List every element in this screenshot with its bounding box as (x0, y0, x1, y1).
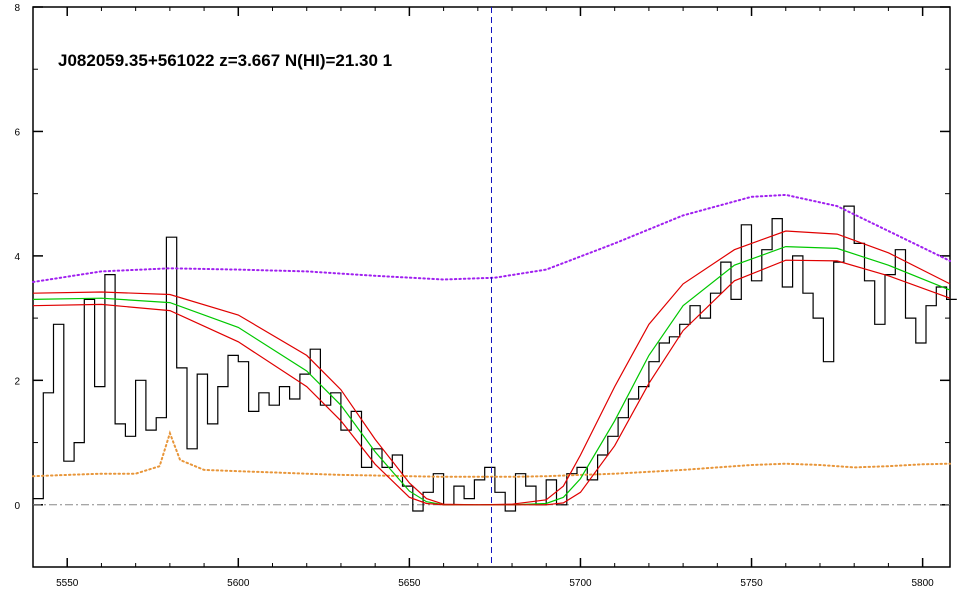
chart-title: J082059.35+561022 z=3.667 N(HI)=21.30 1 (58, 51, 392, 70)
continuum-line (32, 193, 951, 283)
noise-spectrum-line (32, 430, 951, 478)
x-tick-label: 5550 (56, 578, 79, 589)
flux-spectrum-line (33, 205, 957, 512)
x-tick-label: 5700 (569, 578, 592, 589)
y-tick-label: 8 (14, 3, 20, 14)
x-tick-label: 5800 (912, 578, 935, 589)
dla-profile-lower-line (32, 259, 951, 506)
axis-ticks (32, 6, 950, 568)
x-tick-label: 5750 (740, 578, 763, 589)
x-tick-label: 5650 (398, 578, 421, 589)
series-layer (32, 193, 957, 512)
x-tick-label: 5600 (227, 578, 250, 589)
y-tick-label: 0 (14, 501, 20, 512)
y-tick-label: 6 (14, 127, 20, 138)
y-tick-label: 4 (14, 252, 20, 263)
dla-profile-best-line (32, 245, 951, 506)
axis-tick-labels: 5550 5600 5650 5700 5750 5800 0 2 4 6 8 (14, 3, 934, 589)
y-tick-label: 2 (14, 376, 20, 387)
